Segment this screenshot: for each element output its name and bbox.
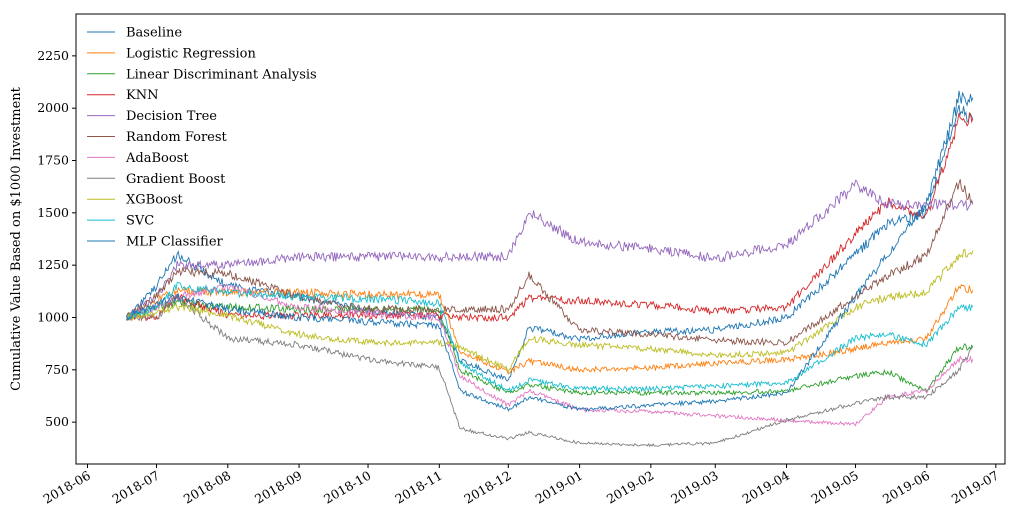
series-line-linear-discriminant-analysis [126, 298, 974, 397]
x-tick-label: 2019-07 [949, 468, 1002, 507]
series-line-logistic-regression [126, 283, 974, 375]
x-tick-label: 2018-06 [41, 468, 94, 507]
x-tick-label: 2019-03 [668, 468, 721, 507]
series-line-baseline [126, 104, 974, 382]
plot-area [75, 13, 1006, 465]
x-tick-label: 2019-01 [533, 468, 585, 507]
series-line-svc [126, 281, 974, 393]
y-axis: 500 750 1000 1250 1500 1750 2000 2250 [37, 48, 76, 429]
y-tick-label: 1750 [37, 153, 69, 168]
legend-label: Random Forest [126, 130, 228, 145]
y-tick-label: 2250 [37, 48, 69, 63]
y-tick-label: 1500 [37, 205, 69, 220]
legend-label: Baseline [126, 26, 182, 41]
y-tick-label: 500 [45, 414, 69, 429]
x-tick-label: 2019-06 [880, 468, 933, 507]
legend-label: Gradient Boost [126, 172, 226, 187]
x-tick-label: 2019-05 [809, 468, 861, 507]
series-line-gradient-boost [126, 293, 974, 448]
legend-label: Linear Discriminant Analysis [126, 67, 317, 82]
legend-label: MLP Classifier [126, 235, 224, 250]
legend-label: KNN [126, 88, 158, 103]
legend: Baseline Logistic Regression Linear Discri… [87, 26, 317, 250]
legend-label: AdaBoost [125, 151, 189, 166]
x-tick-label: 2018-10 [321, 468, 374, 507]
y-tick-label: 2000 [37, 100, 69, 115]
x-axis: 2018-06 2018-07 2018-08 2018-09 2018-10 2018-… [41, 464, 1002, 507]
legend-label: Decision Tree [126, 109, 217, 124]
series-line-mlp-classifier [126, 90, 974, 413]
legend-label: Logistic Regression [126, 46, 256, 61]
y-tick-label: 1000 [37, 309, 69, 324]
y-tick-label: 750 [45, 362, 69, 377]
x-tick-label: 2018-12 [461, 468, 513, 507]
y-axis-title: Cumulative Value Based on $1000 Investme… [9, 86, 24, 391]
legend-label: SVC [126, 214, 154, 229]
series-layer [126, 90, 974, 448]
x-tick-label: 2018-11 [392, 468, 444, 507]
x-tick-label: 2018-07 [109, 468, 162, 507]
legend-label: XGBoost [126, 193, 184, 208]
x-tick-label: 2018-08 [181, 468, 234, 507]
x-tick-label: 2019-02 [604, 468, 656, 507]
series-line-random-forest [126, 179, 974, 347]
series-line-decision-tree [126, 179, 974, 321]
series-line-xgboost [126, 248, 974, 374]
y-tick-label: 1250 [37, 257, 69, 272]
x-tick-label: 2019-04 [740, 468, 793, 507]
series-line-knn [126, 111, 974, 323]
x-tick-label: 2018-09 [252, 468, 305, 507]
series-line-adaboost [126, 283, 974, 427]
